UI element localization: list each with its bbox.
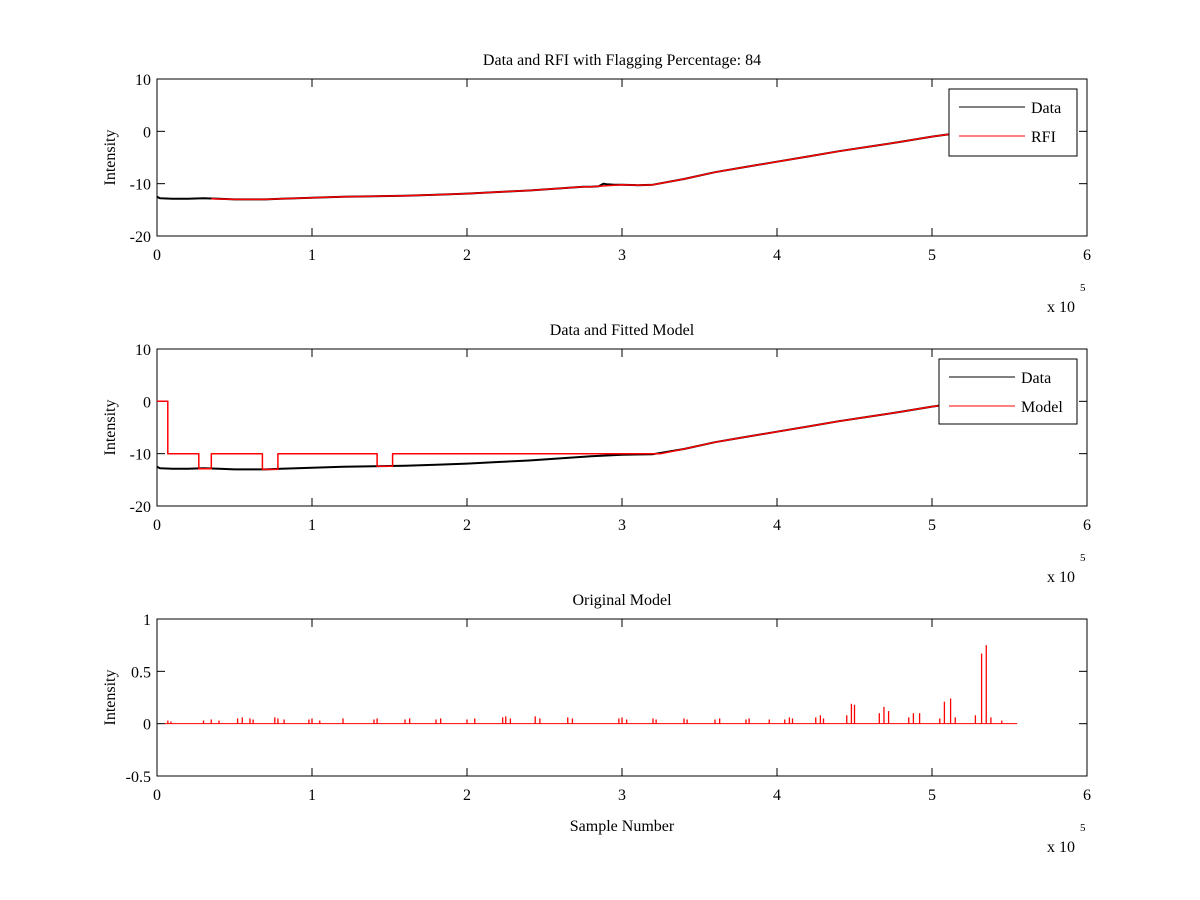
chart-panel-1: 0 1 2 3 4 5 6 -20 -10 0 10 Data and RFI with Flaggi… xyxy=(102,52,1091,316)
y-tick-label: 10 xyxy=(135,72,151,89)
x-tick-label: 2 xyxy=(463,517,471,534)
x-tick-label: 1 xyxy=(308,787,316,804)
x-tick-label: 6 xyxy=(1083,787,1091,804)
y-tick-label: 1 xyxy=(143,612,151,629)
x-tick-label: 6 xyxy=(1083,247,1091,264)
y-tick-label: 0 xyxy=(143,394,151,411)
chart-panel-2: 0 1 2 3 4 5 6 -20 -10 0 10 Data and Fitted Model Int… xyxy=(102,322,1091,586)
legend-entry: RFI xyxy=(1031,129,1056,146)
plot-area xyxy=(156,348,1088,507)
x-tick-label: 0 xyxy=(153,247,161,264)
x-tick-label: 4 xyxy=(773,247,781,264)
y-tick-label: 0.5 xyxy=(131,664,151,681)
legend: Data RFI xyxy=(948,88,1078,157)
x-tick-label: 3 xyxy=(618,517,626,534)
x-tick-label: 5 xyxy=(928,517,936,534)
y-tick-label: -10 xyxy=(130,447,151,464)
y-tick-label: 0 xyxy=(143,717,151,734)
y-tick-label: 0 xyxy=(143,124,151,141)
legend-box xyxy=(938,358,1078,425)
legend-entry: Data xyxy=(1021,370,1051,387)
x-tick-label: 4 xyxy=(773,787,781,804)
series-line-rfi xyxy=(211,133,956,201)
plot-area xyxy=(156,78,1088,237)
x-tick-label: 3 xyxy=(618,787,626,804)
x-exponent-base: x 10 xyxy=(1047,569,1075,586)
x-exponent-power: 5 xyxy=(1080,552,1086,564)
x-tick-label: 5 xyxy=(928,247,936,264)
chart-title: Data and RFI with Flagging Percentage: 8… xyxy=(483,52,761,69)
legend-entry: Model xyxy=(1021,399,1063,416)
legend: Data Model xyxy=(938,358,1078,425)
x-axis-label: Sample Number xyxy=(570,818,675,835)
y-axis-label: Intensity xyxy=(102,130,119,186)
chart-title: Original Model xyxy=(572,592,672,609)
y-tick-label: 10 xyxy=(135,342,151,359)
x-exponent-power: 5 xyxy=(1080,282,1086,294)
plot-area xyxy=(156,618,1088,777)
y-tick-label: -20 xyxy=(130,229,151,246)
x-exponent-power: 5 xyxy=(1080,822,1086,834)
x-tick-label: 0 xyxy=(153,787,161,804)
y-axis-label: Intensity xyxy=(102,670,119,726)
y-tick-label: -0.5 xyxy=(126,769,151,786)
x-tick-label: 1 xyxy=(308,247,316,264)
y-tick-label: -20 xyxy=(130,499,151,516)
x-exponent-base: x 10 xyxy=(1047,839,1075,856)
chart-title: Data and Fitted Model xyxy=(550,322,695,339)
x-tick-label: 2 xyxy=(463,247,471,264)
x-exponent-base: x 10 xyxy=(1047,299,1075,316)
series-line-model xyxy=(157,400,948,471)
x-tick-label: 5 xyxy=(928,787,936,804)
y-axis-label: Intensity xyxy=(102,400,119,456)
x-tick-label: 6 xyxy=(1083,517,1091,534)
y-tick-label: -10 xyxy=(130,177,151,194)
legend-box xyxy=(948,88,1078,157)
x-tick-label: 0 xyxy=(153,517,161,534)
legend-entry: Data xyxy=(1031,100,1061,117)
x-tick-label: 2 xyxy=(463,787,471,804)
x-tick-label: 3 xyxy=(618,247,626,264)
x-tick-label: 4 xyxy=(773,517,781,534)
x-tick-label: 1 xyxy=(308,517,316,534)
